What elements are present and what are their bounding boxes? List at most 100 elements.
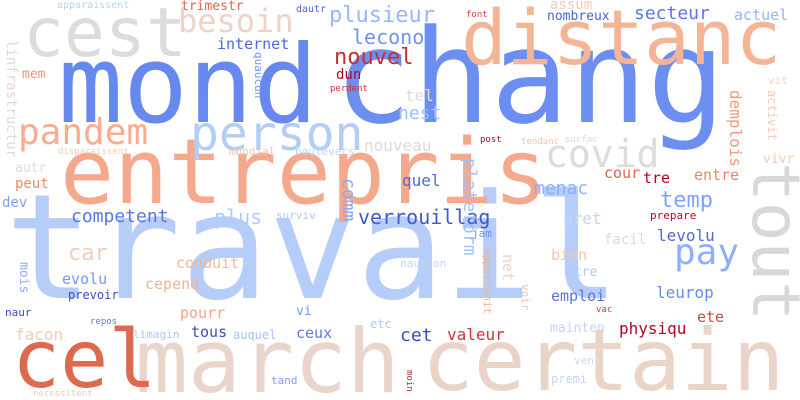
- word-cel: cel: [12, 313, 157, 400]
- word-emploi: emploi: [551, 287, 606, 305]
- word-activit: activit: [765, 90, 779, 141]
- word-temp: temp: [660, 188, 713, 213]
- word-ceux: ceux: [296, 324, 333, 342]
- word-quel: quel: [402, 171, 441, 190]
- word-peut: peut: [15, 176, 49, 192]
- word-voir: voir: [519, 284, 532, 311]
- word-post: post: [480, 135, 502, 145]
- word-tand: tand: [271, 374, 298, 387]
- word-limagin: limagin: [133, 328, 180, 341]
- word-levolu: levolu: [657, 226, 715, 245]
- word-nouveau: nouveau: [364, 136, 432, 155]
- word-person: person: [190, 106, 364, 162]
- word-vi: vi: [296, 304, 312, 319]
- word-prevoir: prevoir: [68, 288, 119, 302]
- word-menac: menac: [534, 178, 589, 199]
- word-prepare: prepare: [650, 209, 697, 222]
- word-moin: moin: [404, 370, 414, 392]
- word-plus: plus: [214, 205, 263, 229]
- word-net: net: [499, 254, 517, 282]
- word-physiqu: physiqu: [619, 319, 687, 338]
- word-plusieur: plusieur: [329, 3, 435, 28]
- word-facil: facil: [604, 232, 647, 248]
- word-disparaissent: disparaissent: [58, 147, 129, 157]
- word-conduit: conduit: [176, 254, 240, 272]
- word-premi: premi: [551, 372, 588, 386]
- word-repos: repos: [90, 317, 118, 327]
- word-apparaissent: apparaissent: [57, 0, 130, 11]
- word-pourr: pourr: [180, 304, 226, 322]
- word-mainten: mainten: [550, 321, 605, 336]
- word-march: march: [135, 310, 400, 400]
- word-pandem: pandem: [18, 112, 149, 153]
- word-ete: ete: [697, 308, 725, 326]
- word-dun: dun: [336, 67, 362, 83]
- word-internet: internet: [217, 35, 290, 53]
- word-certain: certain: [422, 311, 785, 400]
- word-jam: jam: [472, 227, 492, 240]
- word-mem: mem: [22, 67, 46, 82]
- word-dautr: dautr: [296, 4, 327, 15]
- word-valeur: valeur: [447, 325, 505, 344]
- word-nombreux: nombreux: [547, 9, 610, 24]
- word-auquel: auquel: [233, 328, 277, 342]
- word-travail: travail: [5, 163, 621, 333]
- word-chang: chang: [334, 1, 726, 153]
- word-leconom: leconom: [352, 25, 437, 49]
- word-dev: dev: [2, 195, 28, 211]
- word-linfrastructur: linfrastructur: [3, 40, 19, 159]
- word-vivr: vivr: [763, 152, 795, 167]
- word-competent: competent: [71, 206, 169, 227]
- word-surviv: surviv: [276, 209, 316, 222]
- word-tout: tout: [737, 162, 800, 321]
- word-entrepris: entrepris: [60, 120, 548, 225]
- word-plateform: plateform: [459, 158, 480, 256]
- word-etc: etc: [370, 317, 392, 331]
- word-vit: vit: [768, 74, 788, 87]
- word-mois: mois: [16, 262, 31, 294]
- word-naur: naur: [5, 306, 32, 319]
- word-besoin: besoin: [178, 2, 294, 40]
- word-pret: pret: [563, 209, 602, 228]
- word-tre: tre: [643, 169, 671, 187]
- word-surfac: surfac: [565, 135, 598, 145]
- word-cepend: cepend: [145, 275, 200, 293]
- word-demplois: demplois: [726, 90, 745, 168]
- word-cet: cet: [400, 325, 433, 346]
- word-perdent: perdent: [330, 84, 368, 94]
- word-mondial: mondial: [229, 145, 276, 158]
- word-tel: tel: [405, 86, 434, 105]
- word-boulevers: boulevers: [295, 145, 355, 158]
- word-comm: comm: [338, 178, 359, 222]
- word-evolu: evolu: [62, 270, 108, 288]
- word-facon: facon: [15, 325, 64, 344]
- word-naurion: naurion: [400, 257, 447, 270]
- word-tous: tous: [191, 323, 228, 341]
- word-nest: nest: [398, 103, 442, 124]
- word-opportunit: opportunit: [481, 248, 494, 315]
- word-tendanc: tendanc: [521, 137, 559, 147]
- word-bien: bien: [551, 246, 588, 264]
- word-mond: mond: [58, 23, 319, 148]
- word-vac: vac: [596, 305, 613, 315]
- word-leurop: leurop: [656, 283, 714, 302]
- word-car: car: [68, 241, 108, 266]
- word-secteur: secteur: [634, 3, 710, 24]
- word-cour: cour: [604, 164, 641, 182]
- word-entre: entre: [694, 166, 740, 184]
- word-covid: covid: [545, 132, 660, 176]
- word-necessitent: necessitent: [33, 389, 93, 399]
- word-pay: pay: [674, 232, 740, 273]
- word-ven: ven: [574, 354, 594, 367]
- word-distanc: distanc: [461, 0, 782, 82]
- word-trimestr: trimestr: [181, 0, 244, 14]
- word-cest: cest: [23, 0, 187, 73]
- word-verrouillag: verrouillag: [358, 205, 491, 229]
- word-nouvel: nouvel: [334, 45, 414, 70]
- word-font: font: [466, 10, 488, 20]
- word-etre: etre: [566, 265, 598, 280]
- word-assum: assum: [550, 0, 593, 13]
- word-quaucun: quaucun: [252, 52, 265, 99]
- word-actuel: actuel: [734, 6, 789, 24]
